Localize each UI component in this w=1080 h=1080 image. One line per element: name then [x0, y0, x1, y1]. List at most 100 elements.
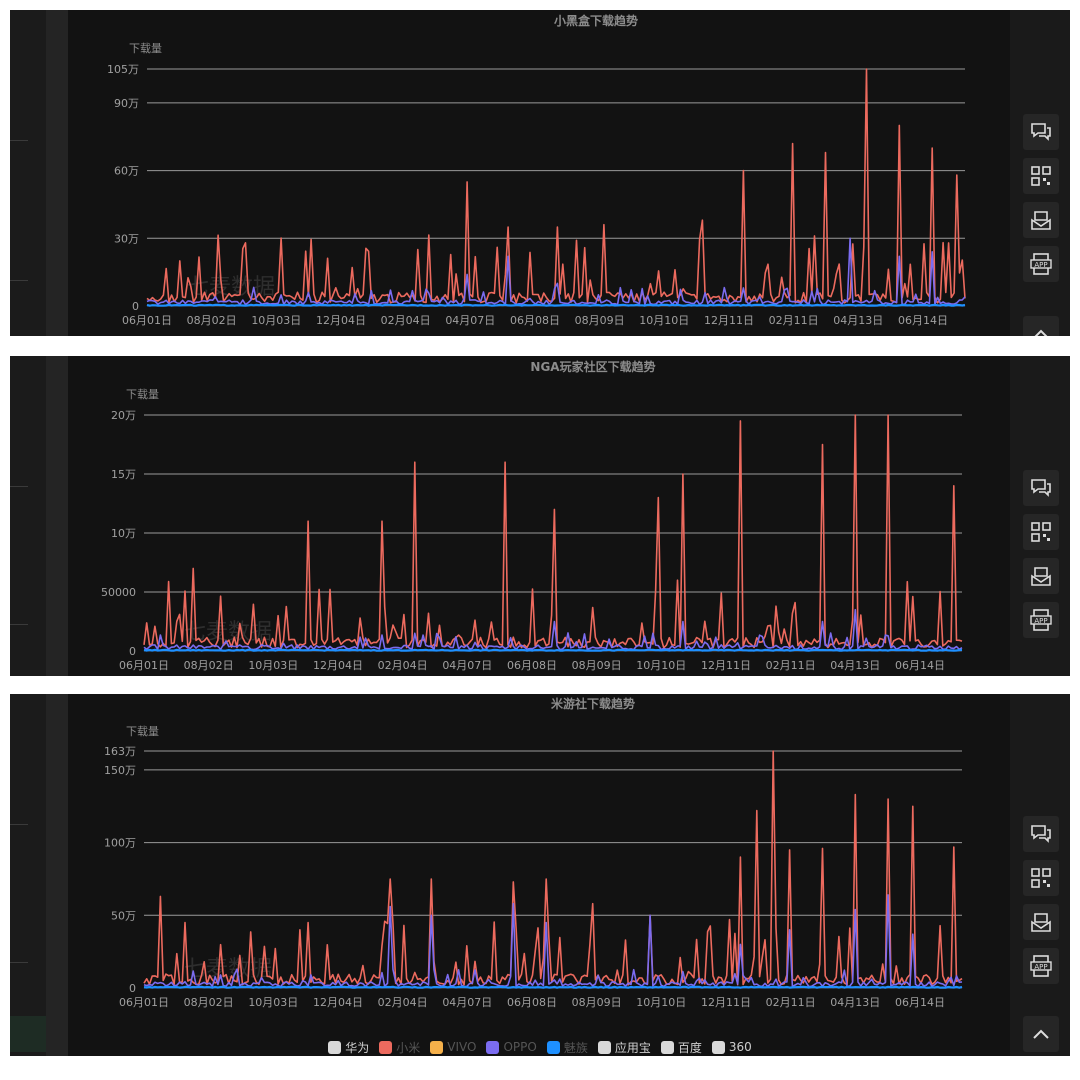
series-line-oppo [143, 608, 963, 651]
chart-legend: 华为 小米 VIVO OPPO 魅族 应用宝 百度 360 [0, 1038, 1080, 1056]
x-tick-label: 06月08日 [510, 314, 560, 327]
x-tick-label: 12月11日 [701, 659, 751, 672]
legend-label: 百度 [677, 1040, 702, 1055]
x-tick-label: 08月02日 [184, 996, 234, 1009]
x-tick-label: 12月04日 [313, 996, 363, 1009]
x-tick-label: 02月11日 [769, 314, 819, 327]
y-tick-label: 50000 [101, 586, 136, 599]
left-sidebar-highlight [10, 1016, 46, 1052]
back-to-top-icon [1034, 329, 1048, 336]
x-tick-label: 12月04日 [313, 659, 363, 672]
message-box-button[interactable] [1023, 904, 1059, 940]
x-tick-label: 02月04日 [378, 996, 428, 1009]
y-tick-label: 0 [129, 982, 136, 995]
y-axis-label: 下载量 [129, 42, 162, 55]
x-tick-label: 06月01日 [119, 659, 169, 672]
svg-text:APP: APP [1034, 261, 1047, 269]
series-line-xiaomi [146, 68, 966, 304]
qr-code-button[interactable] [1023, 860, 1059, 896]
app-download-icon: APP [1030, 609, 1052, 631]
legend-swatch [660, 1040, 674, 1054]
x-tick-label: 06月14日 [895, 996, 945, 1009]
x-tick-label: 04月13日 [833, 314, 883, 327]
legend-item[interactable]: 百度 [660, 1039, 702, 1056]
back-to-top-button[interactable] [1023, 316, 1059, 336]
x-tick-label: 02月04日 [381, 314, 431, 327]
left-sidebar [10, 694, 46, 1056]
y-tick-label: 15万 [111, 468, 136, 481]
legend-item[interactable]: 应用宝 [597, 1039, 651, 1056]
chart-title: 米游社下载趋势 [551, 696, 635, 711]
series-line-meizu [143, 648, 963, 652]
y-tick-label: 90万 [114, 97, 139, 110]
x-tick-label: 10月10日 [639, 314, 689, 327]
right-toolbar: APP [1010, 694, 1070, 1056]
legend-label: 魅族 [563, 1040, 588, 1055]
chat-icon [1031, 479, 1051, 497]
message-box-button[interactable] [1023, 558, 1059, 594]
legend-item[interactable]: 小米 [379, 1039, 420, 1056]
x-tick-label: 02月11日 [766, 996, 816, 1009]
message-box-icon [1031, 567, 1051, 586]
chart-title: 小黑盒下载趋势 [554, 13, 638, 28]
x-tick-label: 06月01日 [122, 314, 172, 327]
y-axis-label: 下载量 [126, 725, 159, 738]
x-tick-label: 10月03日 [251, 314, 301, 327]
series-line-xiaomi [143, 750, 963, 986]
legend-label: 应用宝 [614, 1040, 651, 1055]
x-tick-label: 06月08日 [507, 659, 557, 672]
y-tick-label: 30万 [114, 232, 139, 245]
watermark: 七麦数据 [184, 957, 272, 982]
y-tick-label: 50万 [111, 909, 136, 922]
message-box-button[interactable] [1023, 202, 1059, 238]
y-tick-label: 20万 [111, 409, 136, 422]
legend-label: OPPO [503, 1040, 537, 1054]
chat-button[interactable] [1023, 114, 1059, 150]
chat-button[interactable] [1023, 470, 1059, 506]
back-to-top-button[interactable] [1023, 1016, 1059, 1052]
qr-code-button[interactable] [1023, 514, 1059, 550]
chart-panel-2: NGA玩家社区下载趋势 下载量 0 50000 10万 15万 20万 06月01日 08月02… [10, 356, 1070, 676]
series-line-xiaomi [143, 414, 963, 649]
right-toolbar: APP [1010, 10, 1070, 336]
app-download-button[interactable]: APP [1023, 602, 1059, 638]
series-line-meizu [143, 985, 963, 989]
left-sidebar-strip [46, 694, 68, 1056]
x-tick-label: 04月13日 [830, 996, 880, 1009]
x-tick-label: 08月02日 [187, 314, 237, 327]
qr-code-button[interactable] [1023, 158, 1059, 194]
x-tick-label: 02月04日 [378, 659, 428, 672]
chat-icon [1031, 825, 1051, 843]
legend-item[interactable]: 华为 [328, 1039, 369, 1056]
legend-item[interactable]: VIVO [430, 1040, 476, 1054]
right-toolbar: APP [1010, 356, 1070, 676]
y-tick-label: 10万 [111, 527, 136, 540]
qr-code-icon [1031, 868, 1051, 888]
legend-label: VIVO [447, 1040, 477, 1054]
chat-button[interactable] [1023, 816, 1059, 852]
legend-item[interactable]: OPPO [486, 1040, 537, 1054]
svg-text:APP: APP [1034, 963, 1047, 971]
x-tick-label: 04月13日 [830, 659, 880, 672]
svg-text:APP: APP [1034, 617, 1047, 625]
legend-item[interactable]: 魅族 [546, 1039, 588, 1056]
chart-panel-3: 米游社下载趋势 下载量 0 50万 100万 150万 163万 06月01日 08月02日 10… [10, 694, 1070, 1056]
series-line-meizu [146, 303, 966, 307]
app-download-button[interactable]: APP [1023, 246, 1059, 282]
app-download-button[interactable]: APP [1023, 948, 1059, 984]
x-tick-label: 12月04日 [316, 314, 366, 327]
qr-code-icon [1031, 166, 1051, 186]
x-tick-label: 06月08日 [507, 996, 557, 1009]
series-line-oppo [146, 237, 966, 306]
x-tick-label: 04月07日 [442, 996, 492, 1009]
x-tick-label: 06月14日 [895, 659, 945, 672]
x-tick-label: 02月11日 [766, 659, 816, 672]
legend-label: 360 [728, 1040, 752, 1054]
left-sidebar-strip [46, 10, 68, 336]
x-tick-label: 10月10日 [636, 996, 686, 1009]
legend-item[interactable]: 360 [711, 1040, 752, 1054]
x-tick-label: 08月09日 [575, 314, 625, 327]
x-tick-label: 08月02日 [184, 659, 234, 672]
